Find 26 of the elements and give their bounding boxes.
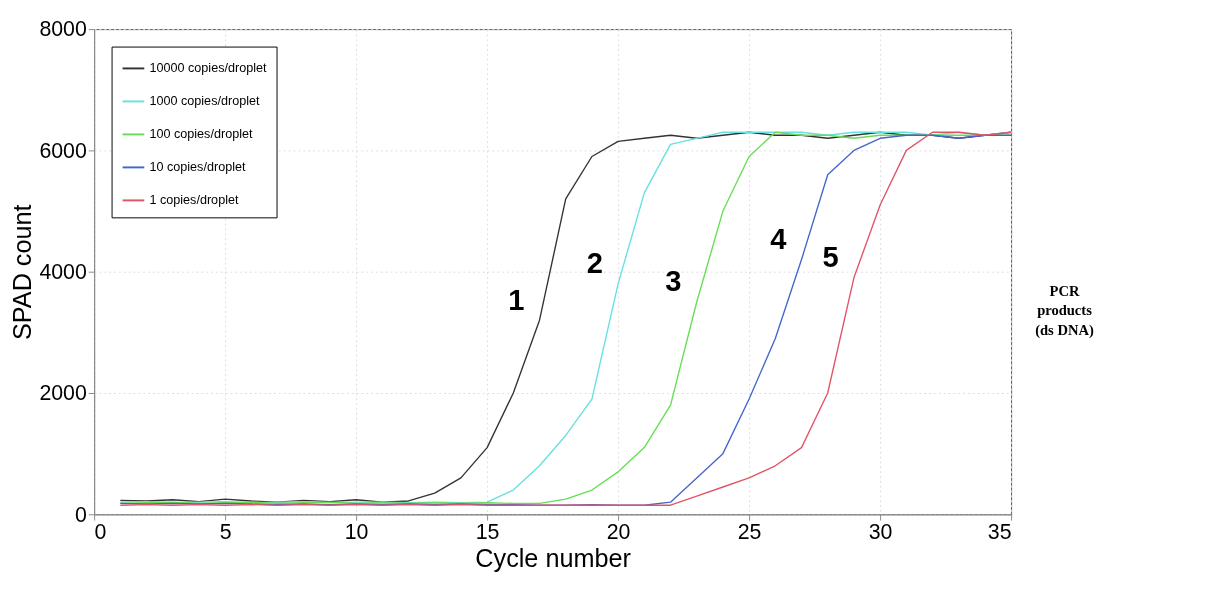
legend-label: 1000 copies/droplet xyxy=(149,94,260,109)
x-axis-title: Cycle number xyxy=(475,544,631,573)
annotation: 5 xyxy=(822,241,839,274)
x-tick-label: 15 xyxy=(475,520,500,545)
x-tick-label: 0 xyxy=(94,520,107,545)
annotation: 4 xyxy=(770,222,788,255)
y-tick-label: 2000 xyxy=(39,381,87,406)
x-tick-label: 20 xyxy=(606,520,631,545)
annotation: 3 xyxy=(665,265,682,298)
y-tick-label: 6000 xyxy=(39,138,87,163)
legend-label: 10000 copies/droplet xyxy=(149,61,267,76)
x-tick-label: 5 xyxy=(219,520,232,545)
x-tick-label: 35 xyxy=(987,520,1012,545)
legend-label: 10 copies/droplet xyxy=(149,160,246,175)
y-tick-label: 4000 xyxy=(39,259,87,284)
x-tick-label: 30 xyxy=(868,520,893,545)
text: PCR products (ds DNA) xyxy=(1035,282,1094,339)
x-tick-label: 25 xyxy=(737,520,762,545)
annotation: 2 xyxy=(586,247,603,280)
y-tick-label: 0 xyxy=(74,502,87,527)
annotation: 1 xyxy=(508,283,525,316)
legend-label: 1 copies/droplet xyxy=(149,193,239,208)
y-tick-label: 8000 xyxy=(39,17,87,42)
legend-label: 100 copies/droplet xyxy=(149,127,253,142)
y-axis-title: SPAD count xyxy=(7,204,36,340)
x-tick-label: 10 xyxy=(344,520,369,545)
